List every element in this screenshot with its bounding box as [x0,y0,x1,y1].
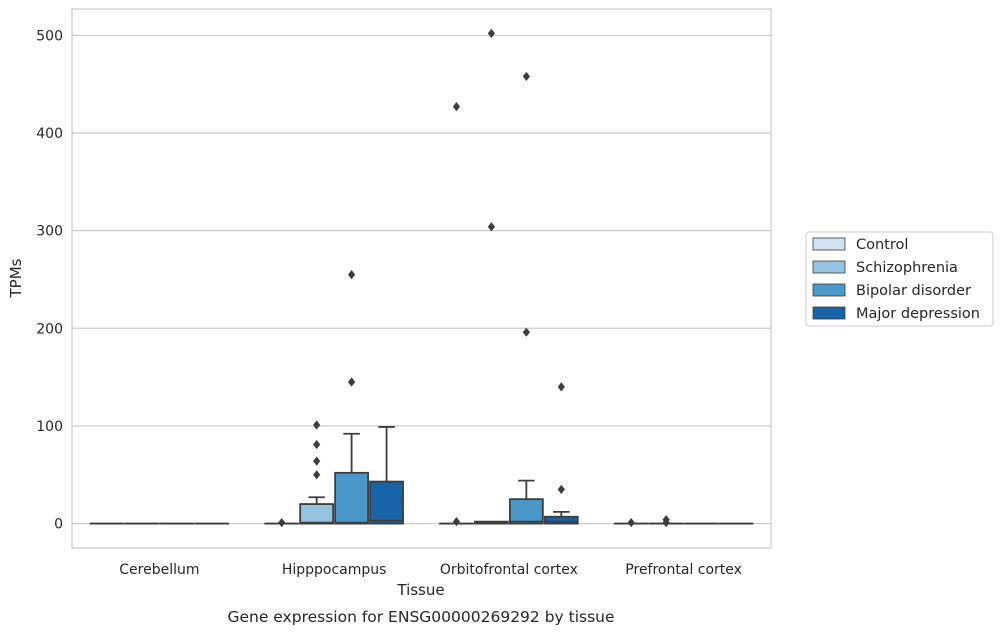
box-schizophrenia [474,28,509,525]
outlier-point [522,327,530,337]
box-bipolar-disorder [334,269,369,525]
box-schizophrenia [299,420,335,525]
box-body [334,471,369,525]
outlier-point [452,102,461,112]
outlier-point [348,269,356,280]
box-body [508,498,544,525]
box-major-depression [369,426,404,525]
outlier-point [487,222,495,232]
box-control [439,102,474,527]
y-tick-label: 400 [36,126,63,142]
box-body [299,503,335,525]
legend-label: Bipolar disorder [856,283,971,299]
outlier-point [452,517,461,527]
outlier-point [487,28,495,39]
outlier-point [313,470,321,480]
box-control [264,518,300,528]
outlier-point [313,456,321,466]
legend-label: Major depression [856,306,980,322]
box-major-depression [543,382,579,525]
outlier-point [557,484,565,495]
y-tick-label: 300 [36,224,63,240]
y-tick-label: 0 [54,517,63,533]
chart-caption: Gene expression for ENSG00000269292 by t… [227,608,614,626]
legend-frame [805,231,994,327]
y-tick-label: 200 [36,321,63,337]
x-tick-label: Hipppocampus [282,562,387,578]
x-tick-labels: Cerebellum Hipppocampus Orbitofrontal cort… [119,562,742,578]
x-tick-label: Prefrontal cortex [625,562,742,578]
outlier-point [522,71,530,81]
outlier-point [278,518,286,528]
legend-swatch [812,306,846,320]
outlier-point [557,382,565,392]
box-control [613,518,649,528]
legend-swatch [812,260,846,274]
box-body [369,480,404,525]
y-tick-label: 100 [36,419,63,435]
outlier-point [313,439,321,450]
y-tick-label: 500 [36,28,63,44]
x-tick-label: Cerebellum [119,562,199,578]
y-axis-label: TPMs [7,258,25,298]
legend-swatch [812,237,846,251]
x-tick-label: Orbitofrontal cortex [440,562,578,578]
x-axis-label: Tissue [396,581,444,599]
outlier-point [313,420,321,430]
y-tick-labels: 0 100 200 300 400 500 [36,28,63,532]
box-plots [89,28,754,528]
box-body [543,515,579,525]
box-schizophrenia [648,515,684,528]
legend-label: Control [856,237,908,253]
box-bipolar-disorder [508,71,544,525]
legend: Control Schizophrenia Bipolar disorder Majo… [805,231,994,327]
outlier-point [348,377,356,387]
outlier-point [662,515,670,525]
legend-label: Schizophrenia [856,260,958,276]
legend-swatch [812,283,846,297]
outlier-point [627,518,635,528]
plot-frame [71,8,772,549]
